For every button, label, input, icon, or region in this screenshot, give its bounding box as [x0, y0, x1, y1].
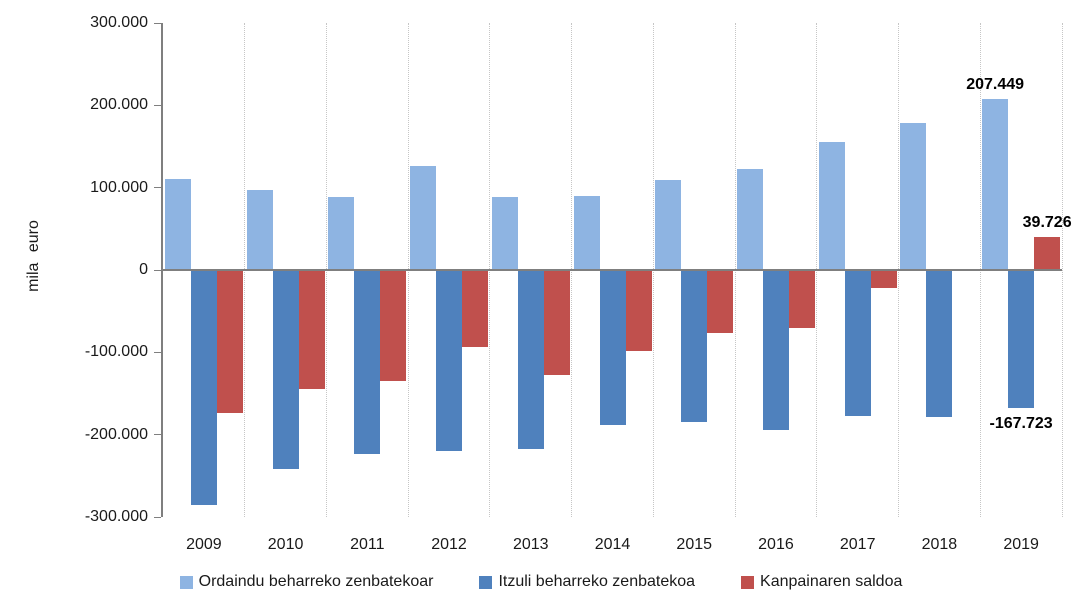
bar-2018-series1 — [926, 270, 953, 417]
legend-label: Itzuli beharreko zenbatekoa — [498, 573, 696, 590]
bar-2010-series2 — [298, 270, 325, 390]
bar-2014-series0 — [573, 195, 600, 270]
legend-label: Ordaindu beharreko zenbatekoar — [198, 573, 434, 590]
bar-2016-series0 — [736, 168, 763, 270]
bar-2012-series2 — [462, 270, 489, 348]
legend-label: Kanpainaren saldoa — [760, 573, 903, 590]
x-tick-label: 2009 — [186, 536, 222, 553]
bar-2015-series1 — [681, 270, 708, 423]
legend-item-series2: Kanpainaren saldoa — [741, 573, 902, 591]
bar-2016-series1 — [762, 270, 789, 430]
legend-swatch-icon — [179, 575, 193, 589]
bar-2014-series2 — [625, 270, 652, 351]
legend-item-series1: Itzuli beharreko zenbatekoa — [479, 573, 695, 591]
data-label-2019-series1: -167.723 — [989, 415, 1053, 433]
legend-swatch-icon — [741, 575, 755, 589]
x-tick-label: 2010 — [267, 536, 304, 553]
bar-2012-series0 — [410, 166, 437, 270]
y-tick-mark — [154, 187, 161, 189]
bar-2009-series1 — [190, 270, 217, 505]
bar-2018-series0 — [900, 123, 927, 270]
bar-2019-series2 — [1034, 237, 1061, 270]
bar-2012-series1 — [436, 270, 463, 452]
bar-2017-series0 — [818, 142, 845, 270]
y-tick-label: 0 — [139, 261, 148, 278]
y-tick-mark — [154, 269, 161, 271]
x-tick-label: 2019 — [1003, 536, 1039, 553]
bar-2014-series1 — [599, 270, 626, 425]
bar-2011-series1 — [354, 270, 381, 455]
x-tick-label: 2018 — [921, 536, 958, 553]
legend: Ordaindu beharreko zenbatekoar Itzuli beh… — [0, 573, 1082, 591]
bar-2011-series2 — [380, 270, 407, 382]
bar-2013-series1 — [517, 270, 544, 449]
bar-2019-series0 — [982, 99, 1009, 270]
bar-2013-series0 — [491, 196, 518, 270]
y-tick-label: -300.000 — [84, 508, 148, 525]
y-tick-label: 100.000 — [90, 178, 148, 196]
x-tick-label: 2011 — [350, 536, 385, 553]
y-tick-mark — [154, 22, 161, 24]
bar-2017-series2 — [870, 270, 897, 289]
legend-swatch-icon — [479, 575, 493, 589]
data-label-2019-series2: 39.726 — [1022, 214, 1072, 232]
y-tick-label: -200.000 — [84, 425, 148, 443]
zero-axis-line — [161, 269, 1062, 271]
bar-2010-series1 — [272, 270, 299, 470]
bar-2010-series0 — [246, 190, 273, 270]
bar-2011-series0 — [328, 196, 355, 270]
x-tick-label: 2014 — [594, 536, 631, 553]
bar-2015-series0 — [655, 180, 682, 270]
y-tick-label: -100.000 — [84, 343, 148, 361]
y-tick-mark — [154, 104, 161, 106]
y-tick-mark — [154, 351, 161, 353]
y-tick-label: 200.000 — [90, 96, 148, 114]
x-tick-label: 2015 — [676, 536, 713, 553]
x-tick-label: 2012 — [431, 536, 467, 553]
y-tick-label: 300.000 — [90, 14, 148, 31]
bar-2017-series1 — [844, 270, 871, 416]
legend-item-series0: Ordaindu beharreko zenbatekoar — [179, 573, 434, 591]
bar-2013-series2 — [543, 270, 570, 376]
x-tick-label: 2013 — [512, 536, 549, 553]
x-tick-label: 2017 — [839, 536, 876, 553]
data-label-2019-series0: 207.449 — [966, 76, 1025, 94]
x-tick-label: 2016 — [758, 536, 794, 553]
y-tick-mark — [154, 516, 161, 518]
y-axis-title: mila euro — [25, 220, 42, 292]
bar-2009-series0 — [164, 178, 191, 270]
bar-2009-series2 — [216, 270, 243, 414]
y-tick-mark — [154, 434, 161, 436]
bar-2019-series1 — [1008, 270, 1035, 409]
bar-2015-series2 — [707, 270, 734, 333]
vertical-gridline — [1061, 23, 1063, 517]
bar-2016-series2 — [788, 270, 815, 329]
